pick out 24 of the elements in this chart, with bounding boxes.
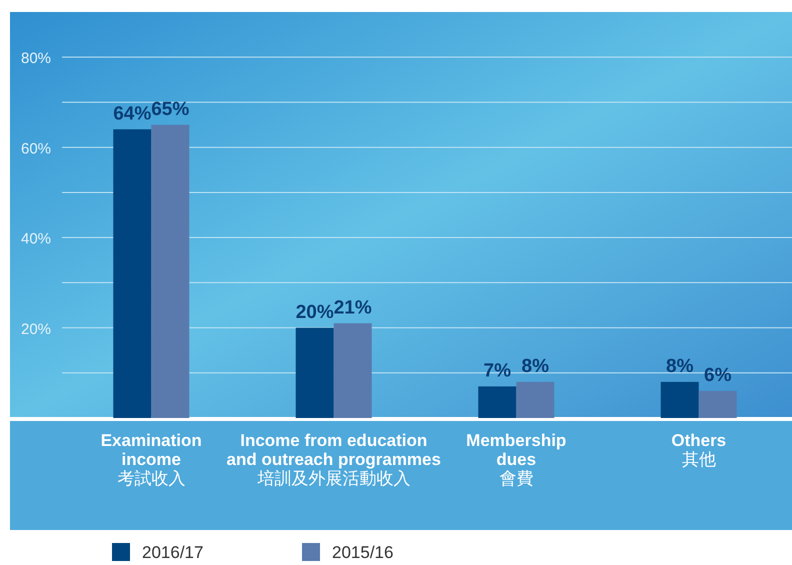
bar [334, 323, 372, 418]
data-label: 21% [334, 297, 372, 318]
x-tick-label: Income from education and outreach programmes 培訓及外展活動收入 [226, 431, 441, 488]
y-tick-label: 20% [20, 320, 52, 338]
data-label: 8% [522, 356, 550, 377]
bar [698, 390, 737, 418]
y-tick-label: 60% [20, 140, 52, 158]
x-tick-label: Others 其他 [671, 431, 726, 469]
x-tick-label: Membership dues 會費 [466, 431, 566, 488]
bar [660, 382, 699, 418]
bar [113, 129, 152, 418]
legend-label: 2015/16 [332, 543, 394, 562]
y-tick-label: 40% [20, 230, 52, 248]
data-label: 8% [666, 356, 694, 377]
data-label: 65% [151, 98, 190, 120]
bar [296, 328, 334, 418]
x-tick-label: Examination income 考試收入 [100, 431, 202, 488]
legend-label: 2016/17 [142, 543, 204, 562]
data-label: 64% [113, 103, 152, 124]
data-label: 20% [296, 302, 334, 323]
y-tick-label: 80% [20, 50, 52, 68]
bar [151, 124, 190, 418]
bar [516, 382, 554, 418]
bar [478, 386, 516, 418]
